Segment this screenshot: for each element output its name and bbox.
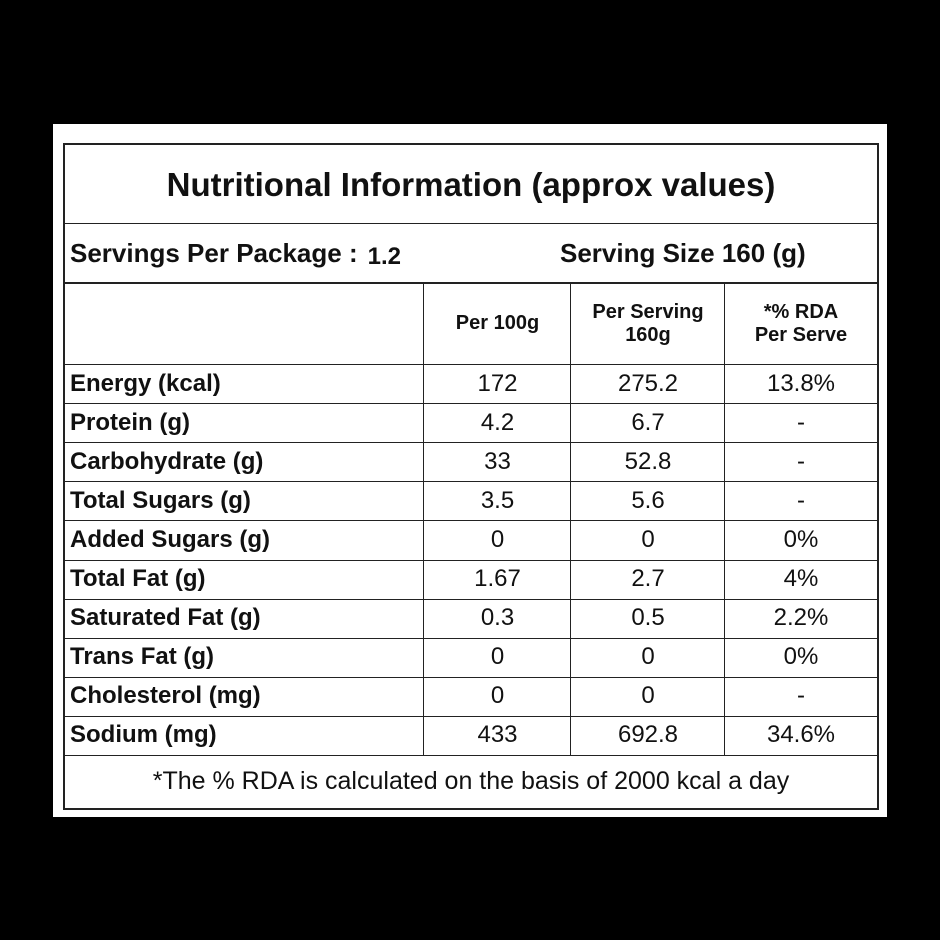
nutrition-table: Nutritional Information (approx values) … (63, 143, 879, 810)
per-100g-value: 0 (490, 682, 505, 710)
per-serving-value: 275.2 (617, 369, 679, 397)
table-row: Sodium (mg) 433 692.8 34.6% (65, 716, 877, 755)
servings-per-package: Servings Per Package : 1.2 (70, 224, 401, 283)
header-per-serving: Per Serving 160g (592, 300, 704, 346)
row-divider (65, 520, 877, 522)
row-divider (65, 403, 877, 405)
rda-value: 2.2% (773, 604, 829, 632)
table-title: Nutritional Information (approx values) (166, 165, 776, 203)
header-per-100g: Per 100g (455, 312, 540, 334)
nutrient-name: Sodium (mg) (70, 721, 217, 749)
per-100g-value: 172 (477, 369, 518, 397)
divider (65, 223, 877, 224)
divider (65, 755, 877, 756)
nutrient-name: Added Sugars (g) (70, 525, 271, 553)
per-serving-value: 0.5 (631, 604, 665, 632)
per-serving-value: 692.8 (617, 721, 679, 749)
per-serving-value: 0 (641, 525, 655, 553)
row-divider (65, 442, 877, 444)
nutrient-name: Carbohydrate (g) (70, 447, 264, 475)
rda-value: 4% (783, 565, 819, 592)
table-row: Added Sugars (g) 0 0 0% (65, 520, 877, 559)
header-rda: *% RDA Per Serve (754, 300, 848, 346)
per-100g-value: 3.5 (480, 486, 515, 514)
table-row: Energy (kcal) 172 275.2 13.8% (65, 364, 877, 403)
row-divider (65, 364, 877, 365)
servings-value: 1.2 (367, 242, 401, 270)
nutrient-name: Total Sugars (g) (70, 486, 251, 514)
nutrient-name: Total Fat (g) (70, 565, 206, 592)
per-100g-value: 433 (477, 721, 518, 749)
per-100g-value: 1.67 (474, 565, 521, 592)
per-100g-value: 33 (484, 447, 511, 475)
serving-size: Serving Size 160 (g) (560, 238, 806, 268)
rda-value: - (797, 447, 805, 475)
column-divider (423, 283, 424, 755)
rda-value: 13.8% (766, 369, 836, 397)
footnote: *The % RDA is calculated on the basis of… (152, 767, 790, 795)
rda-value: - (797, 408, 805, 436)
table-row: Total Fat (g) 1.67 2.7 4% (65, 560, 877, 599)
table-row: Carbohydrate (g) 33 52.8 - (65, 442, 877, 481)
table-row: Cholesterol (mg) 0 0 - (65, 677, 877, 716)
per-100g-value: 4.2 (480, 408, 515, 436)
per-serving-value: 5.6 (631, 486, 665, 514)
row-divider (65, 559, 877, 561)
per-serving-value: 0 (641, 643, 655, 671)
per-100g-value: 0.3 (480, 604, 515, 632)
table-row: Trans Fat (g) 0 0 0% (65, 638, 877, 677)
row-divider (65, 676, 877, 678)
rda-value: 0% (783, 643, 819, 671)
per-serving-value: 6.7 (631, 408, 665, 436)
per-serving-value: 0 (641, 682, 655, 710)
per-100g-value: 0 (490, 525, 505, 553)
label-panel (53, 124, 887, 817)
nutrient-name: Protein (g) (70, 408, 190, 436)
table-row: Saturated Fat (g) 0.3 0.5 2.2% (65, 599, 877, 638)
nutrient-name: Energy (kcal) (70, 369, 221, 397)
row-divider (65, 715, 877, 717)
servings-label: Servings Per Package : (70, 238, 358, 268)
column-divider (570, 283, 571, 755)
table-row: Protein (g) 4.2 6.7 - (65, 403, 877, 442)
nutrient-name: Cholesterol (mg) (70, 682, 261, 710)
row-divider (65, 598, 877, 600)
rda-value: 0% (783, 525, 819, 553)
rda-value: - (797, 682, 805, 710)
row-divider (65, 637, 877, 639)
rda-value: - (797, 486, 805, 514)
nutrient-name: Saturated Fat (g) (70, 604, 261, 632)
per-serving-value: 52.8 (624, 447, 672, 475)
nutrient-name: Trans Fat (g) (70, 643, 215, 671)
row-divider (65, 481, 877, 483)
per-serving-value: 2.7 (631, 565, 665, 592)
column-divider (724, 283, 725, 755)
divider (65, 282, 877, 284)
rda-value: 34.6% (766, 721, 836, 749)
per-100g-value: 0 (490, 643, 505, 671)
table-row: Total Sugars (g) 3.5 5.6 - (65, 481, 877, 520)
